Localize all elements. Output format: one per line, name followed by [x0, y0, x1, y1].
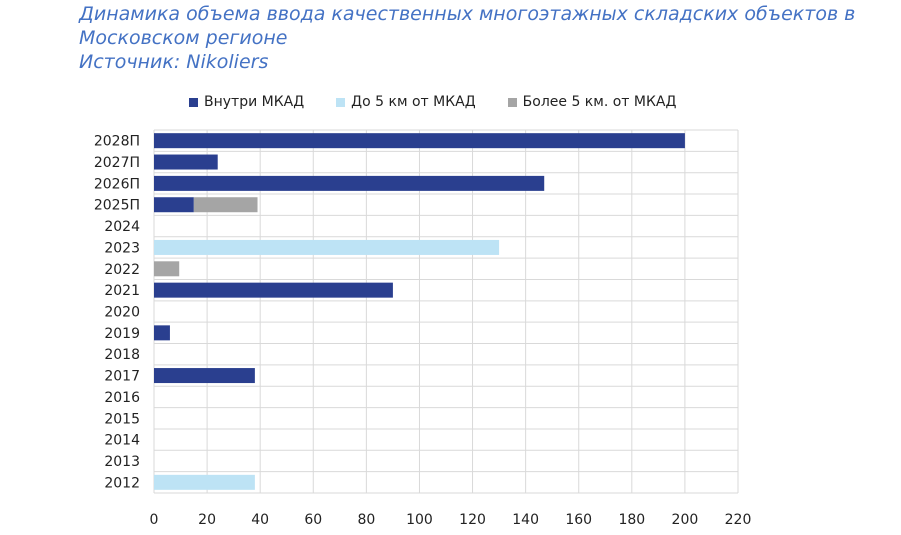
- bar-2019-series-0: [154, 325, 170, 341]
- bar-2027П-series-0: [154, 154, 218, 170]
- y-tick-label: 2028П: [94, 134, 140, 150]
- y-tick-label: 2021: [104, 283, 140, 299]
- y-tick-label: 2015: [104, 411, 140, 427]
- y-tick-label: 2016: [104, 390, 140, 406]
- x-tick-label: 140: [512, 512, 539, 528]
- legend-label-over-5km: Более 5 км. от МКАД: [522, 94, 677, 110]
- y-tick-label: 2012: [104, 475, 140, 491]
- bar-2025П-series-0: [154, 197, 194, 213]
- x-tick-label: 180: [618, 512, 645, 528]
- chart-title: Динамика объема ввода качественных много…: [79, 2, 879, 74]
- y-tick-label: 2024: [104, 219, 140, 235]
- x-tick-label: 80: [357, 512, 375, 528]
- y-tick-label: 2017: [104, 369, 140, 385]
- x-tick-label: 200: [672, 512, 699, 528]
- y-tick-label: 2027П: [94, 155, 140, 171]
- legend-item-over-5km: Более 5 км. от МКАД: [507, 94, 677, 110]
- y-tick-label: 2023: [104, 240, 140, 256]
- y-tick-label: 2026П: [94, 176, 140, 192]
- y-tick-label: 2025П: [94, 198, 140, 214]
- legend-swatch-up-to-5km: [336, 97, 346, 107]
- y-tick-label: 2019: [104, 326, 140, 342]
- bar-2028П-series-0: [154, 133, 685, 149]
- y-tick-label: 2018: [104, 347, 140, 363]
- x-tick-label: 0: [150, 512, 159, 528]
- legend-label-up-to-5km: До 5 км от МКАД: [351, 94, 476, 110]
- title-line-1: Динамика объема ввода качественных много…: [79, 3, 856, 25]
- y-tick-label: 2022: [104, 262, 140, 278]
- y-tick-label: 2014: [104, 433, 140, 449]
- y-tick-label: 2013: [104, 454, 140, 470]
- bar-2025П-series-2: [193, 197, 258, 213]
- legend-swatch-inside-mkad: [189, 97, 198, 107]
- bar-2021-series-0: [154, 282, 393, 298]
- x-tick-label: 60: [304, 512, 322, 528]
- x-tick-label: 220: [725, 512, 752, 528]
- title-line-2: Московском регионе: [79, 27, 288, 49]
- x-tick-label: 40: [251, 512, 269, 528]
- bar-2022-series-2: [154, 261, 180, 277]
- bar-2012-series-1: [154, 474, 255, 490]
- legend-item-up-to-5km: До 5 км от МКАД: [336, 94, 476, 110]
- legend-item-inside-mkad: Внутри МКАД: [189, 94, 304, 110]
- x-tick-label: 160: [565, 512, 592, 528]
- y-tick-label: 2020: [104, 305, 140, 321]
- legend-swatch-over-5km: [507, 97, 517, 107]
- bar-2023-series-1: [154, 239, 500, 255]
- x-tick-label: 120: [459, 512, 486, 528]
- bar-2017-series-0: [154, 368, 255, 384]
- x-tick-label: 20: [198, 512, 216, 528]
- chart-legend: Внутри МКАД До 5 км от МКАД Более 5 км. …: [189, 94, 708, 110]
- x-tick-label: 100: [406, 512, 433, 528]
- title-line-3: Источник: Nikoliers: [79, 51, 269, 73]
- bar-2026П-series-0: [154, 175, 545, 191]
- legend-label-inside-mkad: Внутри МКАД: [204, 94, 305, 110]
